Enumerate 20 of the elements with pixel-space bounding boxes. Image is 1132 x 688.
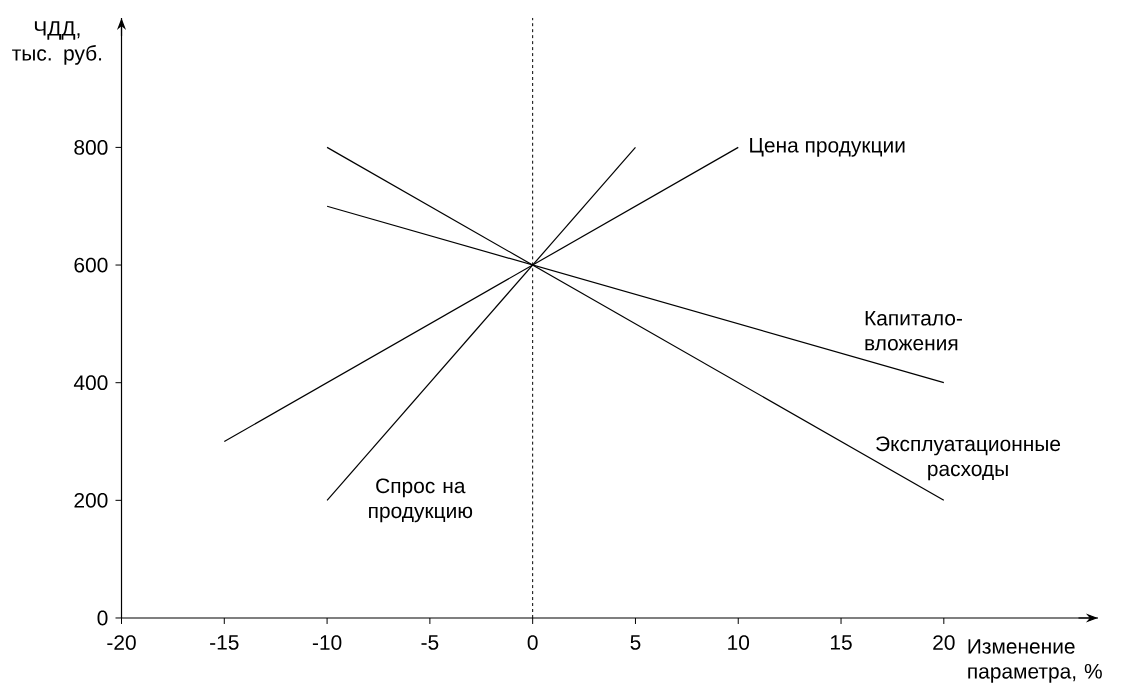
- x-tick-label: 10: [728, 635, 750, 650]
- x-tick-label: 15: [830, 635, 852, 650]
- series-label: Цена продукции: [750, 138, 905, 157]
- y-tick-label: 800: [74, 139, 108, 155]
- x-axis-title: Изменение параметра, %: [968, 639, 1102, 683]
- x-tick-label: -20: [107, 635, 136, 650]
- x-tick-label: 0: [527, 635, 538, 650]
- x-tick-label: -15: [210, 635, 239, 650]
- series-label: Спрос на продукцию: [369, 478, 473, 523]
- y-tick-label: 400: [73, 375, 108, 391]
- x-tick-label: -5: [421, 635, 439, 650]
- y-tick-label: 0: [97, 610, 108, 626]
- x-tick-label: 5: [630, 635, 641, 650]
- y-tick-label: 200: [74, 492, 108, 508]
- y-axis-title: ЧДД, тыс. руб.: [12, 21, 102, 65]
- x-tick-label: -10: [312, 635, 342, 650]
- y-tick-label: 600: [74, 257, 108, 273]
- x-tick-label: 20: [933, 635, 955, 650]
- series-label: Эксплуатационные расходы: [876, 436, 1061, 481]
- series-label: Капитало-вложения: [865, 310, 962, 351]
